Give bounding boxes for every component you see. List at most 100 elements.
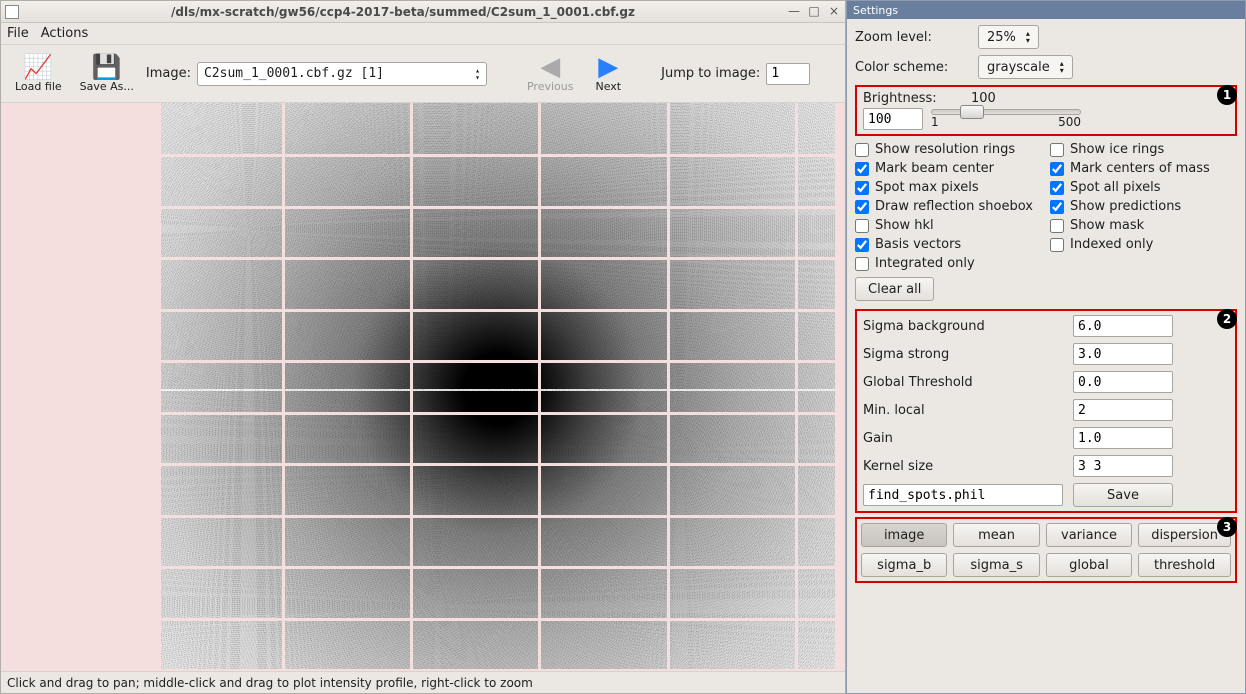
view-label: threshold [1154, 558, 1215, 573]
spinner-icon: ▴▾ [1060, 60, 1064, 74]
save-as-button[interactable]: 💾 Save As... [74, 53, 140, 95]
previous-label: Previous [527, 80, 574, 93]
save-as-icon: 💾 [92, 55, 122, 79]
chk-spot-all-pixels[interactable]: Spot all pixels [1050, 180, 1237, 195]
chk-basis-vectors[interactable]: Basis vectors [855, 237, 1042, 252]
chk-reflection-shoebox[interactable]: Draw reflection shoebox [855, 199, 1042, 214]
jump-to-label: Jump to image: [661, 66, 760, 81]
brightness-section: 1 Brightness: 100 1 500 [855, 85, 1237, 136]
view-variance-button[interactable]: variance [1046, 523, 1132, 547]
chk-label: Mark centers of mass [1070, 161, 1210, 176]
save-phil-button[interactable]: Save [1073, 483, 1173, 507]
gain-input[interactable] [1073, 427, 1173, 449]
chk-integrated-only[interactable]: Integrated only [855, 256, 1042, 271]
chk-spot-max-pixels[interactable]: Spot max pixels [855, 180, 1042, 195]
chk-label: Show hkl [875, 218, 934, 233]
window-title: /dls/mx-scratch/gw56/ccp4-2017-beta/summ… [25, 5, 781, 19]
view-sigma-b-button[interactable]: sigma_b [861, 553, 947, 577]
phil-file-input[interactable] [863, 484, 1063, 506]
image-label: Image: [146, 66, 191, 81]
view-label: sigma_b [877, 558, 931, 573]
load-file-label: Load file [15, 80, 62, 93]
next-button[interactable]: ▶ Next [587, 54, 629, 93]
zoom-value: 25% [987, 30, 1016, 45]
annotation-badge-1: 1 [1217, 85, 1237, 105]
zoom-label: Zoom level: [855, 30, 970, 45]
save-as-label: Save As... [80, 80, 134, 93]
image-canvas[interactable] [1, 103, 845, 671]
color-scheme-dropdown[interactable]: grayscale ▴▾ [978, 55, 1073, 79]
next-label: Next [595, 80, 621, 93]
settings-panel: Settings Zoom level: 25% ▴▾ Color scheme… [846, 0, 1246, 694]
sigma-strong-input[interactable] [1073, 343, 1173, 365]
settings-title: Settings [847, 1, 1245, 19]
view-mode-buttons: 3 image mean variance dispersion sigma_b… [855, 517, 1237, 583]
view-global-button[interactable]: global [1046, 553, 1132, 577]
chk-beam-center[interactable]: Mark beam center [855, 161, 1042, 176]
chk-label: Integrated only [875, 256, 975, 271]
menubar: File Actions [1, 23, 845, 45]
color-scheme-label: Color scheme: [855, 60, 970, 75]
min-local-input[interactable] [1073, 399, 1173, 421]
kernel-size-label: Kernel size [863, 459, 1073, 474]
display-options-grid: Show resolution rings Show ice rings Mar… [855, 142, 1237, 271]
chk-indexed-only[interactable]: Indexed only [1050, 237, 1237, 252]
chk-show-mask[interactable]: Show mask [1050, 218, 1237, 233]
global-threshold-label: Global Threshold [863, 375, 1073, 390]
spinner-icon: ▴▾ [1026, 30, 1030, 44]
view-label: variance [1061, 528, 1117, 543]
view-image-button[interactable]: image [861, 523, 947, 547]
close-button[interactable]: × [827, 5, 841, 19]
zoom-dropdown[interactable]: 25% ▴▾ [978, 25, 1039, 49]
diffraction-image [161, 103, 835, 671]
gain-label: Gain [863, 431, 1073, 446]
jump-to-input[interactable] [766, 63, 810, 85]
spinner-icon: ▴▾ [475, 67, 480, 81]
maximize-button[interactable]: □ [807, 5, 821, 19]
chk-ice-rings[interactable]: Show ice rings [1050, 142, 1237, 157]
chk-label: Spot max pixels [875, 180, 979, 195]
previous-button[interactable]: ◀ Previous [519, 54, 582, 93]
menu-actions[interactable]: Actions [41, 26, 89, 41]
kernel-size-input[interactable] [1073, 455, 1173, 477]
annotation-badge-3: 3 [1217, 517, 1237, 537]
view-threshold-button[interactable]: threshold [1138, 553, 1231, 577]
toolbar: 📈 Load file 💾 Save As... Image: C2sum_1_… [1, 45, 845, 103]
color-scheme-value: grayscale [987, 60, 1050, 75]
chk-predictions[interactable]: Show predictions [1050, 199, 1237, 214]
view-mean-button[interactable]: mean [953, 523, 1039, 547]
chk-resolution-rings[interactable]: Show resolution rings [855, 142, 1042, 157]
chk-label: Mark beam center [875, 161, 994, 176]
brightness-max: 500 [1058, 115, 1081, 129]
view-label: mean [978, 528, 1015, 543]
clear-all-label: Clear all [868, 282, 921, 297]
annotation-badge-2: 2 [1217, 309, 1237, 329]
chk-label: Show ice rings [1070, 142, 1164, 157]
sigma-strong-label: Sigma strong [863, 347, 1073, 362]
chk-centers-of-mass[interactable]: Mark centers of mass [1050, 161, 1237, 176]
minimize-button[interactable]: — [787, 5, 801, 19]
view-label: global [1069, 558, 1109, 573]
brightness-input[interactable] [863, 108, 923, 130]
load-file-button[interactable]: 📈 Load file [9, 53, 68, 95]
menu-file[interactable]: File [7, 26, 29, 41]
brightness-slider-thumb[interactable] [960, 105, 984, 119]
chk-label: Basis vectors [875, 237, 961, 252]
image-selector-group: Image: C2sum_1_0001.cbf.gz [1] ▴▾ [146, 62, 487, 86]
brightness-display: 100 [971, 91, 996, 106]
global-threshold-input[interactable] [1073, 371, 1173, 393]
brightness-slider[interactable] [931, 109, 1081, 115]
chk-show-hkl[interactable]: Show hkl [855, 218, 1042, 233]
main-window: /dls/mx-scratch/gw56/ccp4-2017-beta/summ… [0, 0, 846, 694]
clear-all-button[interactable]: Clear all [855, 277, 934, 301]
view-label: dispersion [1151, 528, 1218, 543]
image-dropdown-value: C2sum_1_0001.cbf.gz [1] [204, 66, 384, 81]
jump-to-group: Jump to image: [661, 63, 810, 85]
chk-label: Show resolution rings [875, 142, 1015, 157]
sigma-bg-input[interactable] [1073, 315, 1173, 337]
brightness-label: Brightness: [863, 91, 963, 106]
sigma-bg-label: Sigma background [863, 319, 1073, 334]
image-dropdown[interactable]: C2sum_1_0001.cbf.gz [1] ▴▾ [197, 62, 487, 86]
view-sigma-s-button[interactable]: sigma_s [953, 553, 1039, 577]
previous-arrow-icon: ◀ [540, 54, 560, 80]
